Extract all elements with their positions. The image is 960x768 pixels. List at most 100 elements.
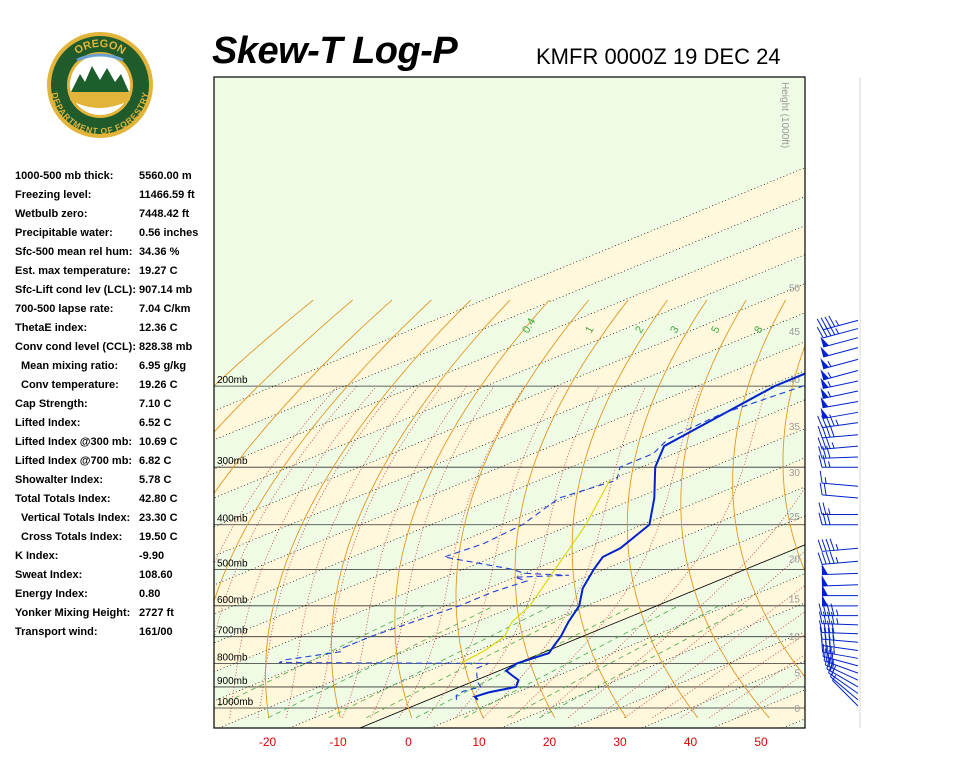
index-row: Freezing level: 11466.59 ft xyxy=(15,187,215,206)
height-tick-label: 30 xyxy=(789,468,801,479)
index-label: Freezing level: xyxy=(15,189,92,201)
wind-barb xyxy=(817,551,859,565)
dry-adiabat-line xyxy=(265,299,472,718)
temperature-tick-label: 30 xyxy=(613,735,627,749)
index-value: 5560.00 m xyxy=(139,170,192,182)
index-row: ThetaE index: 12.36 C xyxy=(15,320,215,339)
dry-adiabat-line xyxy=(214,299,393,495)
wind-barb xyxy=(820,336,859,348)
mixing-ratio-line xyxy=(539,605,750,719)
index-value: 6.82 C xyxy=(139,455,172,467)
index-value: 907.14 mb xyxy=(139,284,193,296)
moist-adiabat-line xyxy=(257,385,398,718)
index-label: 700-500 lapse rate: xyxy=(15,303,114,315)
index-row: Sfc-500 mean rel hum: 34.36 % xyxy=(15,244,215,263)
logo-top-text: OREGON xyxy=(72,38,127,57)
isotherm-band xyxy=(214,457,805,728)
index-row: Conv cond level (CCL): 828.38 mb xyxy=(15,339,215,358)
plot-frame xyxy=(213,76,806,729)
index-label: K Index: xyxy=(15,550,59,562)
isotherm-band xyxy=(214,341,805,614)
wind-barb xyxy=(818,620,859,635)
index-value: 828.38 mb xyxy=(139,341,193,353)
index-value: 23.30 C xyxy=(139,512,178,524)
wind-barb xyxy=(818,611,859,626)
wind-barb xyxy=(820,407,859,420)
index-label: Wetbulb zero: xyxy=(15,208,88,220)
index-row: 1000-500 mb thick: 5560.00 m xyxy=(15,168,215,187)
wind-barb xyxy=(819,482,859,499)
index-label: Transport wind: xyxy=(15,626,98,638)
index-value: 10.69 C xyxy=(139,436,178,448)
index-label: 1000-500 mb thick: xyxy=(15,170,114,182)
wind-barb xyxy=(819,470,859,487)
wind-barb xyxy=(823,648,859,674)
temperature-tick-label: -20 xyxy=(259,735,277,749)
pressure-label: 500mb xyxy=(217,558,248,569)
dry-adiabat-line xyxy=(782,344,805,573)
index-row: Total Totals Index: 42.80 C xyxy=(15,491,215,510)
height-tick-label: 0 xyxy=(794,704,800,715)
dry-adiabat-line xyxy=(832,300,960,718)
mixing-ratio-label: 8 xyxy=(752,324,765,335)
dry-adiabat-line xyxy=(571,299,668,719)
dry-adiabat-line xyxy=(626,299,708,719)
wind-barb xyxy=(818,445,859,459)
index-row: Sweat Index: 108.60 xyxy=(15,567,215,586)
index-label: Yonker Mixing Height: xyxy=(15,607,131,619)
pressure-label: 400mb xyxy=(217,514,248,525)
wind-barb xyxy=(817,436,859,450)
moist-adiabat-line xyxy=(214,385,358,641)
wind-barb xyxy=(820,358,859,370)
index-value: 7448.42 ft xyxy=(139,208,190,220)
index-label: Lifted Index: xyxy=(15,417,81,429)
index-row: Showalter Index: 5.78 C xyxy=(15,472,215,491)
index-value: 2727 ft xyxy=(139,607,174,619)
index-value: 5.78 C xyxy=(139,474,172,486)
index-value: 7.10 C xyxy=(139,398,172,410)
dry-adiabat-line xyxy=(732,299,805,678)
temperature-tick-label: -10 xyxy=(329,735,347,749)
moist-adiabat-line xyxy=(426,385,560,719)
index-label: Sweat Index: xyxy=(15,569,83,581)
height-tick-label: 45 xyxy=(789,327,801,338)
index-row: Vertical Totals Index: 23.30 C xyxy=(15,510,215,529)
index-row: Lifted Index: 6.52 C xyxy=(15,415,215,434)
index-label: Total Totals Index: xyxy=(15,493,111,505)
wind-barb xyxy=(816,315,859,331)
wind-barb xyxy=(817,538,859,552)
index-label: Sfc-Lift cond lev (LCL): xyxy=(15,284,136,296)
dry-adiabat-line xyxy=(214,299,432,603)
index-value: 6.52 C xyxy=(139,417,172,429)
isotherm-band xyxy=(214,399,805,672)
index-label: Mean mixing ratio: xyxy=(21,360,119,372)
temperature-tick-label: 10 xyxy=(472,735,486,749)
wind-barb xyxy=(822,584,858,597)
temperature-tick-label: 40 xyxy=(684,735,698,749)
index-value: 108.60 xyxy=(139,569,173,581)
dry-adiabat-line xyxy=(394,299,550,718)
isotherm-line xyxy=(782,718,805,728)
index-label: Energy Index: xyxy=(15,588,88,600)
wind-barb xyxy=(821,575,859,587)
dry-adiabat-line xyxy=(926,300,960,718)
wind-barb xyxy=(826,656,859,688)
wind-barb xyxy=(820,396,859,409)
height-tick-label: 20 xyxy=(789,554,801,565)
index-label: Conv temperature: xyxy=(21,379,119,391)
moist-adiabat-line xyxy=(370,385,495,718)
mixing-ratio-label: 2 xyxy=(633,324,646,335)
index-row: Lifted Index @700 mb: 6.82 C xyxy=(15,453,215,472)
dewpoint-profile-line xyxy=(278,384,805,700)
index-value: 19.27 C xyxy=(139,265,178,277)
index-row: 700-500 lapse rate: 7.04 C/km xyxy=(15,301,215,320)
index-value: 161/00 xyxy=(139,626,173,638)
index-value: 6.95 g/kg xyxy=(139,360,187,372)
dry-adiabat-line xyxy=(879,300,960,718)
mixing-ratio-line xyxy=(463,605,679,719)
temperature-tick-label: 20 xyxy=(543,735,557,749)
index-row: Wetbulb zero: 7448.42 ft xyxy=(15,206,215,225)
height-tick-label: 40 xyxy=(789,375,801,386)
